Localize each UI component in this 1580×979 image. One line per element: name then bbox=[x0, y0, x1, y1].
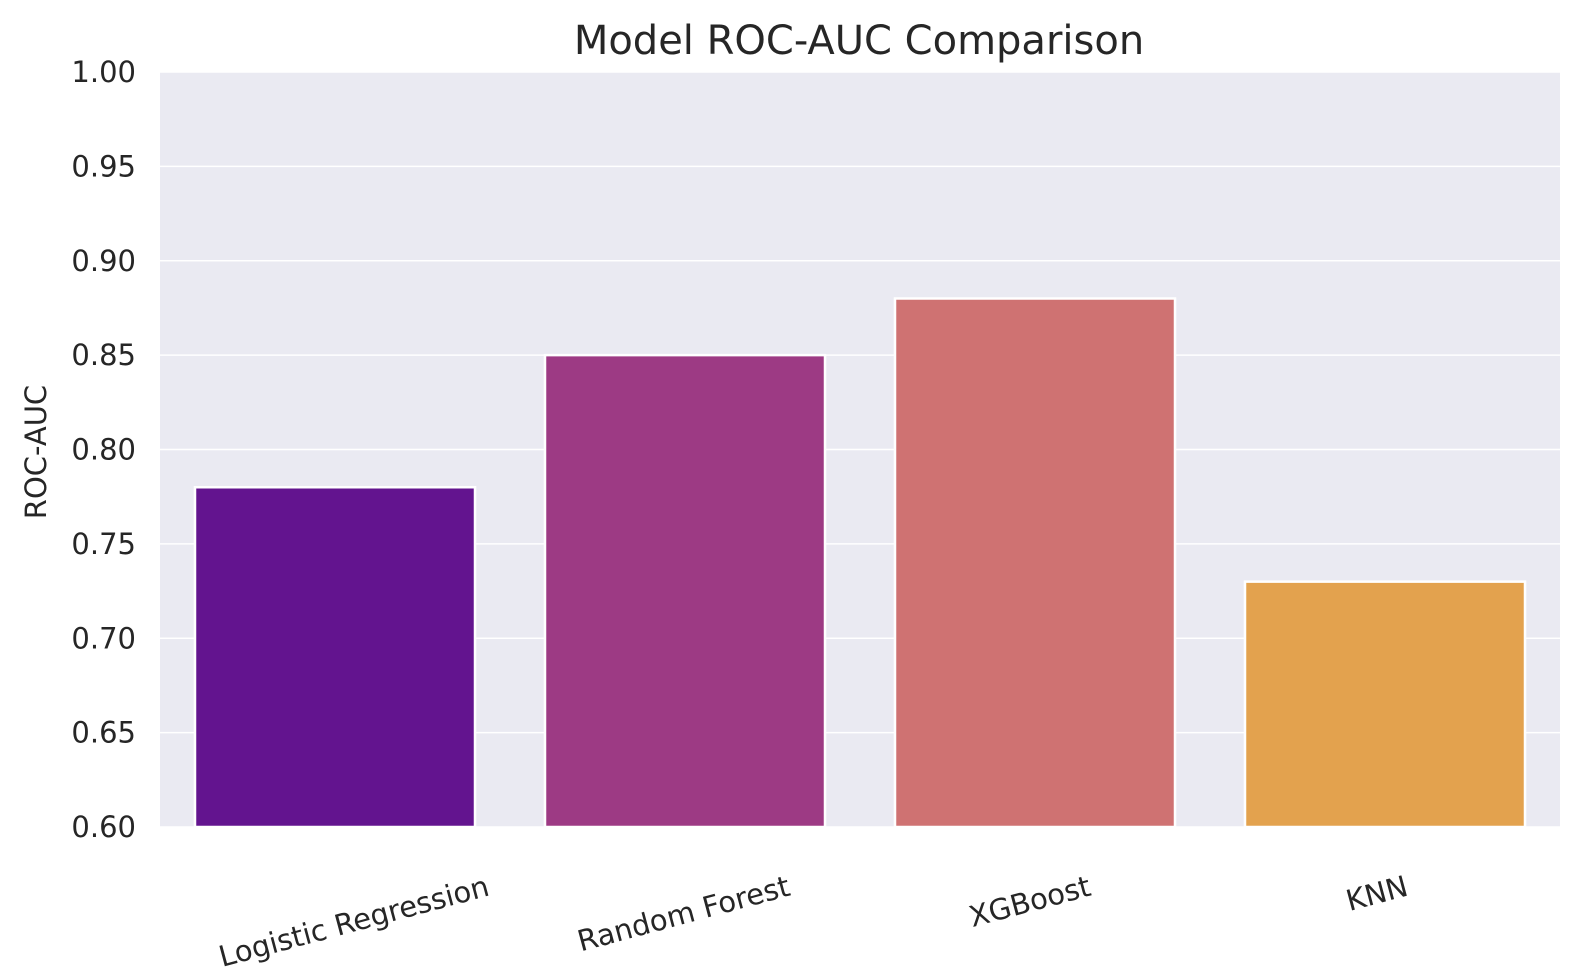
x-axis-ticks: Logistic Regression Random Forest XGBoost K… bbox=[215, 869, 1411, 974]
bar-logistic-regression bbox=[193, 486, 477, 829]
y-tick-label: 0.80 bbox=[71, 433, 136, 467]
y-tick-label: 0.70 bbox=[71, 621, 136, 655]
bar-knn bbox=[1243, 580, 1527, 829]
bars bbox=[193, 297, 1527, 829]
chart-title: Model ROC-AUC Comparison bbox=[574, 18, 1144, 64]
x-tick-label: Logistic Regression bbox=[215, 869, 493, 974]
bar-xgboost bbox=[893, 297, 1177, 829]
bar-random-forest bbox=[543, 353, 827, 829]
x-tick-label: XGBoost bbox=[965, 869, 1094, 934]
y-tick-label: 0.65 bbox=[71, 716, 136, 750]
x-tick-label: KNN bbox=[1342, 869, 1411, 918]
y-tick-label: 0.95 bbox=[71, 149, 136, 183]
y-tick-label: 0.90 bbox=[71, 244, 136, 278]
x-tick-label: Random Forest bbox=[574, 869, 794, 958]
y-tick-label: 1.00 bbox=[71, 55, 136, 89]
y-tick-label: 0.85 bbox=[71, 338, 136, 372]
y-tick-label: 0.75 bbox=[71, 527, 136, 561]
y-axis-ticks: 0.60 0.65 0.70 0.75 0.80 0.85 0.90 0.95 1.00 bbox=[71, 55, 136, 844]
y-tick-label: 0.60 bbox=[71, 810, 136, 844]
y-axis-label: ROC-AUC bbox=[19, 385, 53, 519]
